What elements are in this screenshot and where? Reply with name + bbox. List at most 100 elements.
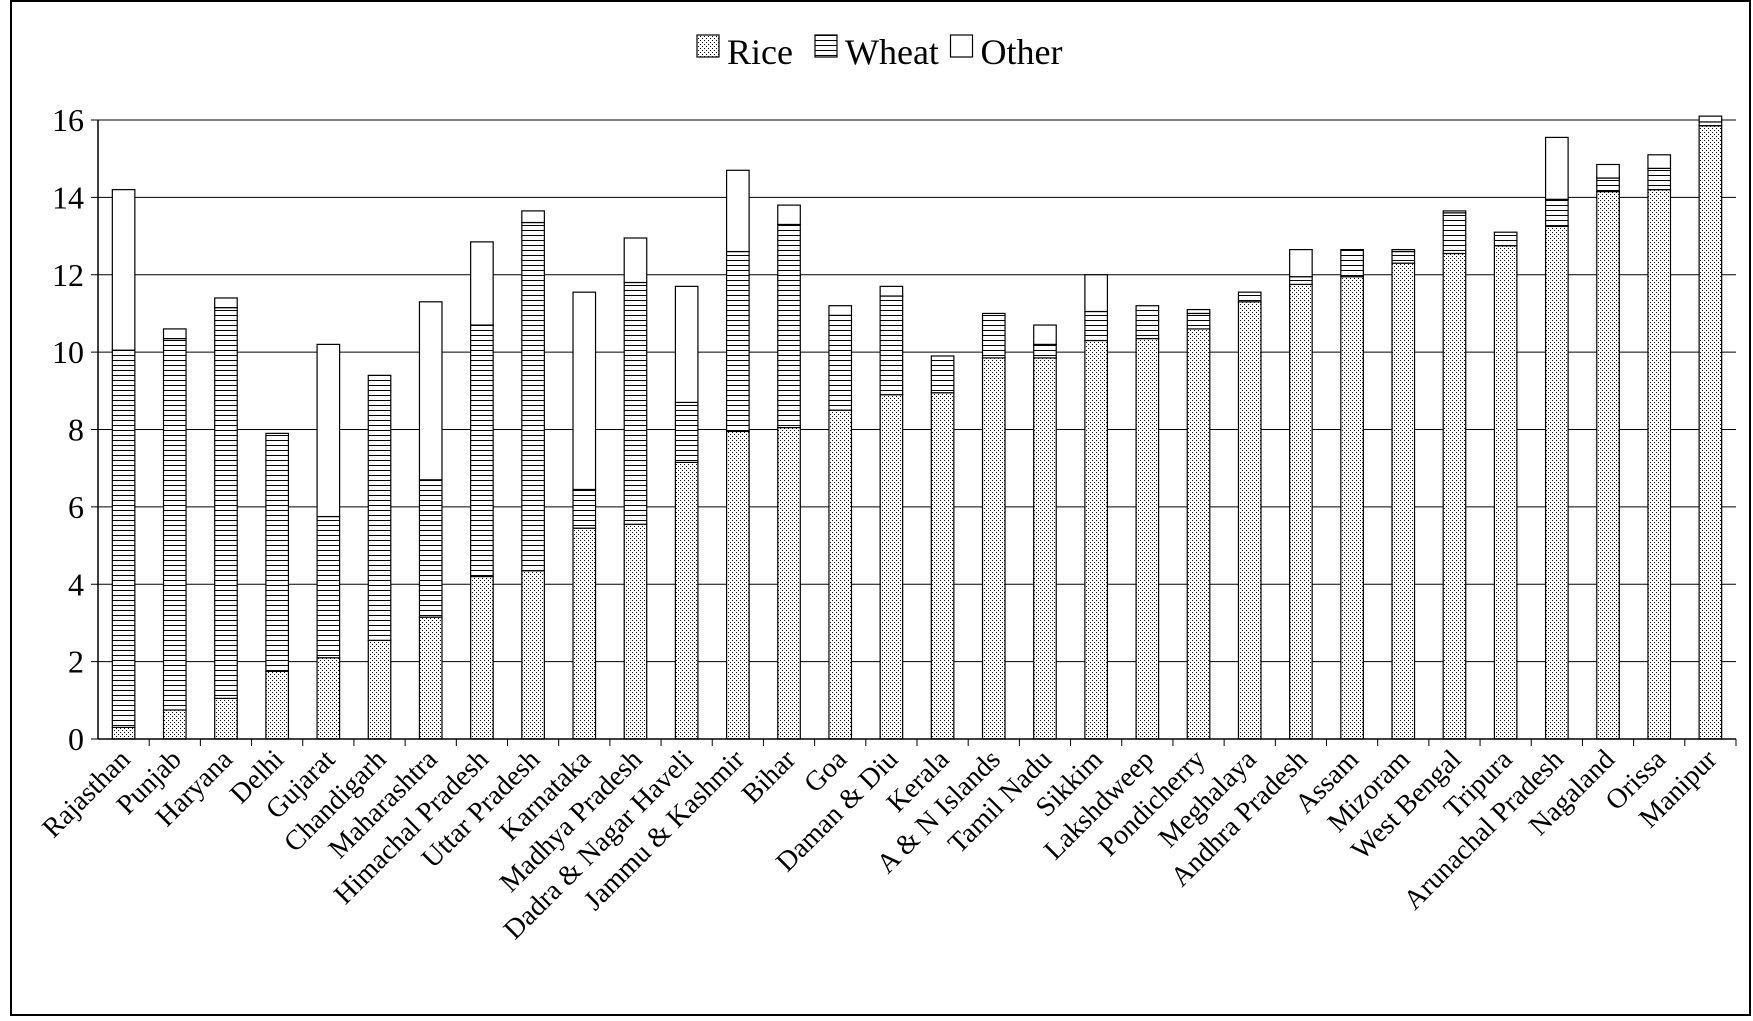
- bar-wheat-segment: [521, 221, 545, 572]
- bar-rice-segment: [1391, 262, 1416, 740]
- y-tick-label: 14: [52, 179, 84, 215]
- bar-rice-segment: [1340, 276, 1364, 740]
- bar-wheat-segment: [981, 312, 1006, 359]
- bar-other-segment: [214, 297, 238, 309]
- bar-wheat-segment: [418, 479, 443, 618]
- legend-swatch-rice: [696, 34, 720, 58]
- bar-wheat-segment: [316, 515, 341, 659]
- bar-rice-segment: [1186, 328, 1211, 740]
- bar-other-segment: [674, 285, 699, 404]
- bar-rice-segment: [981, 357, 1006, 740]
- bar-rice-segment: [1698, 125, 1723, 740]
- bar-rice-segment: [1135, 337, 1160, 740]
- bar-rice-segment: [1596, 190, 1620, 740]
- bar-rice-segment: [623, 523, 648, 740]
- y-tick-label: 2: [68, 644, 84, 680]
- bar-wheat-segment: [214, 307, 238, 699]
- y-tick-label: 10: [52, 334, 84, 370]
- bar-other-segment: [1647, 154, 1672, 169]
- bar-rice-segment: [572, 527, 597, 740]
- bar-wheat-segment: [1442, 212, 1467, 255]
- bar-wheat-segment: [1135, 305, 1160, 340]
- bar-other-segment: [1186, 308, 1211, 315]
- bar-other-segment: [828, 305, 853, 316]
- bar-wheat-segment: [1647, 167, 1672, 191]
- bar-wheat-segment: [265, 432, 290, 672]
- y-tick-label: 4: [68, 566, 84, 602]
- bar-rice-segment: [725, 430, 750, 740]
- bar-other-segment: [1442, 210, 1467, 214]
- bar-other-segment: [470, 241, 494, 326]
- bar-rice-segment: [1647, 189, 1672, 740]
- bar-wheat-segment: [777, 223, 801, 429]
- bar-wheat-segment: [1186, 312, 1211, 330]
- bar-rice-segment: [930, 392, 955, 740]
- bar-rice-segment: [777, 426, 801, 740]
- bar-other-segment: [418, 301, 443, 481]
- bar-rice-segment: [1289, 283, 1313, 740]
- bar-wheat-segment: [1493, 231, 1518, 247]
- bar-wheat-segment: [572, 488, 597, 529]
- bar-other-segment: [572, 291, 597, 491]
- bar-wheat-segment: [162, 337, 187, 711]
- bar-other-segment: [777, 204, 801, 226]
- bar-other-segment: [521, 210, 545, 224]
- y-tick-label: 0: [68, 721, 84, 757]
- bar-wheat-segment: [930, 355, 955, 394]
- y-tick-label: 6: [68, 489, 84, 525]
- bar-rice-segment: [214, 697, 238, 740]
- y-tick-label: 12: [52, 257, 84, 293]
- bar-rice-segment: [674, 461, 699, 740]
- bar-wheat-segment: [1596, 177, 1620, 193]
- legend-swatch-other: [949, 34, 974, 58]
- bar-other-segment: [1544, 136, 1569, 200]
- bar-rice-segment: [1237, 301, 1262, 740]
- bar-rice-segment: [367, 639, 392, 740]
- gridlines: [98, 119, 1736, 663]
- x-tick-label: Bihar: [736, 744, 802, 810]
- bar-wheat-segment: [470, 324, 494, 578]
- bar-wheat-segment: [623, 281, 648, 525]
- bar-wheat-segment: [1237, 291, 1262, 303]
- bar-other-segment: [1289, 249, 1313, 278]
- bar-wheat-segment: [879, 295, 904, 396]
- bar-other-segment: [1084, 274, 1109, 313]
- bar-rice-segment: [1442, 252, 1467, 740]
- bar-wheat-segment: [367, 374, 392, 641]
- bar-rice-segment: [470, 575, 494, 740]
- bar-wheat-segment: [1391, 250, 1416, 264]
- bar-rice-segment: [521, 570, 545, 740]
- bar-wheat-segment: [674, 401, 699, 463]
- bar-rice-segment: [111, 726, 136, 740]
- y-tick-label: 16: [52, 102, 84, 138]
- bar-wheat-segment: [1084, 310, 1109, 342]
- bar-rice-segment: [1084, 339, 1109, 740]
- bar-other-segment: [1033, 324, 1057, 345]
- bar-rice-segment: [265, 670, 290, 740]
- bar-other-segment: [725, 169, 750, 253]
- bar-wheat-segment: [1544, 198, 1569, 227]
- bar-other-segment: [1596, 163, 1620, 179]
- legend-label-wheat: Wheat: [845, 32, 939, 72]
- bar-other-segment: [316, 343, 341, 518]
- bar-wheat-segment: [111, 349, 136, 728]
- legend: Rice Wheat Other: [696, 32, 1063, 72]
- bar-other-segment: [1698, 115, 1723, 123]
- bar-rice-segment: [1493, 245, 1518, 740]
- bar-rice-segment: [1033, 357, 1057, 740]
- bar-other-segment: [623, 237, 648, 284]
- bar-other-segment: [111, 189, 136, 351]
- y-tick-label: 8: [68, 412, 84, 448]
- bar-wheat-segment: [1340, 249, 1364, 278]
- bar-rice-segment: [828, 409, 853, 740]
- legend-label-rice: Rice: [727, 32, 793, 72]
- bar-rice-segment: [418, 616, 443, 740]
- bar-rice-segment: [316, 657, 341, 740]
- bar-rice-segment: [1544, 225, 1569, 740]
- legend-label-other: Other: [981, 32, 1063, 72]
- legend-swatch-wheat: [814, 34, 838, 58]
- bar-rice-segment: [162, 709, 187, 740]
- bars: [111, 115, 1723, 740]
- bar-wheat-segment: [1033, 343, 1057, 359]
